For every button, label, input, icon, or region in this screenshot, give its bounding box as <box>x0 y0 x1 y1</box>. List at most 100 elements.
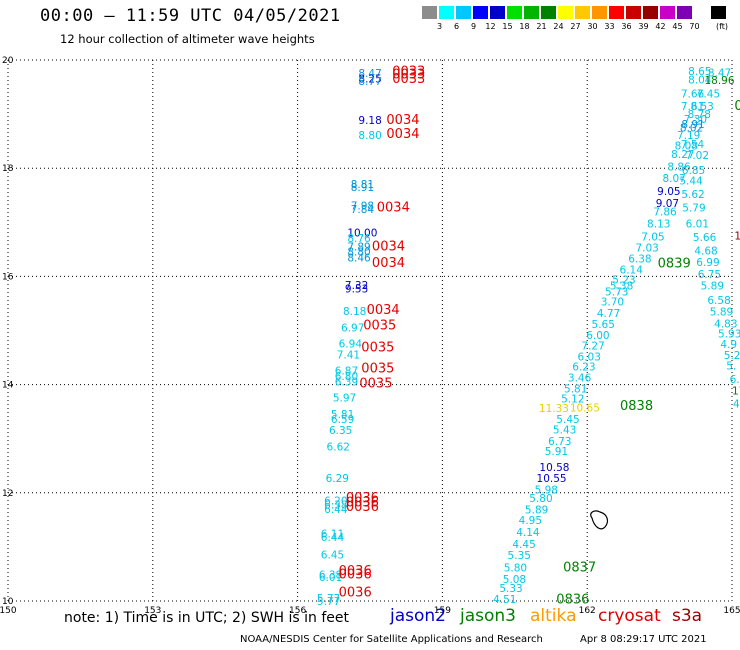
wave-height-label: 6.97 <box>341 322 364 334</box>
pass-time-label: 0839 <box>658 256 691 271</box>
y-tick-label: 10 <box>2 597 14 607</box>
wave-height-label: 9.05 <box>657 186 680 198</box>
pass-time-label: 0838 <box>620 399 653 414</box>
wave-height-label: 11.33 <box>539 403 569 415</box>
wave-height-label: 7.45 <box>697 89 720 101</box>
wave-height-label: 5.45 <box>556 414 579 426</box>
wave-height-label: 7.86 <box>653 206 677 218</box>
legend-cryosat: cryosat <box>598 606 661 626</box>
x-tick-label: 156 <box>289 606 306 616</box>
colorbar-label: 27 <box>570 22 581 31</box>
wave-height-label: 8.53 <box>690 101 713 113</box>
colorbar-label: 36 <box>621 22 632 31</box>
wave-height-label: 8.08 <box>675 140 698 152</box>
colorbar-swatch <box>422 6 437 19</box>
pass-time-label: 0033 <box>392 68 425 83</box>
wave-height-label: 8.91 <box>681 119 704 131</box>
pass-time-label: 0034 <box>386 127 419 142</box>
wave-height-label: 6.23 <box>572 362 595 374</box>
wave-height-label: 6.73 <box>548 436 571 448</box>
wave-height-label: 7.32 <box>345 280 368 292</box>
colorbar-swatch <box>558 6 573 19</box>
wave-height-label: 5.65 <box>592 319 615 331</box>
colorbar-label: 12 <box>485 22 496 31</box>
wave-height-label: 5.81 <box>564 383 587 395</box>
legend-s3a: s3a <box>672 606 703 626</box>
y-tick-label: 18 <box>2 164 14 174</box>
colorbar-swatch <box>524 6 539 19</box>
wave-height-label: 5.80 <box>529 493 552 505</box>
colorbar-swatch <box>660 6 675 19</box>
wave-height-label: 8.77 <box>358 76 381 88</box>
wave-height-label: 8.04 <box>688 74 712 86</box>
pass-time-label: 0036 <box>339 567 372 582</box>
colorbar-label: 33 <box>604 22 615 31</box>
wave-height-label: 4.68 <box>694 245 717 257</box>
wave-height-label: 18.96 <box>704 75 734 87</box>
colorbar-swatch <box>439 6 454 19</box>
wave-height-label: 8.07 <box>662 173 685 185</box>
wave-height-label: 5. <box>726 361 736 373</box>
wave-height-label: 7.19 <box>677 130 700 142</box>
wave-height-label: 5.62 <box>681 189 704 201</box>
wave-height-label: 7.27 <box>581 341 604 353</box>
wave-height-label: 8.46 <box>347 252 371 264</box>
wave-height-label: 6.62 <box>327 441 350 453</box>
credit-text: NOAA/NESDIS Center for Satellite Applica… <box>240 634 543 645</box>
wave-height-label: 5.89 <box>701 281 724 293</box>
colorbar-label: 24 <box>553 22 564 31</box>
wave-height-label: 10.00 <box>347 228 377 240</box>
wave-height-label: 3.70 <box>601 296 624 308</box>
pass-time-label: 0033 <box>392 64 425 79</box>
wave-height-label: 8.81 <box>351 179 374 191</box>
wave-height-label: 5.81 <box>331 409 354 421</box>
wave-height-label: 6.11 <box>321 528 344 540</box>
colorbar-swatch <box>677 6 692 19</box>
wave-height-label: 6.38 <box>324 500 347 512</box>
wave-height-label: 9.07 <box>656 198 679 210</box>
wave-height-label: 4.95 <box>519 515 542 527</box>
wave-height-label: 17 <box>732 386 740 398</box>
wave-height-label: 5.2 <box>724 350 740 362</box>
wave-height-label: 7.66 <box>681 89 705 101</box>
footer-note: note: 1) Time is in UTC; 2) SWH is in fe… <box>64 610 350 626</box>
wave-height-label: 5.23 <box>612 275 635 287</box>
wave-height-label: 8.78 <box>688 109 711 121</box>
wave-height-label: 5.77 <box>317 593 340 605</box>
pass-time-label: 0034 <box>372 240 405 255</box>
colorbar-swatch <box>609 6 624 19</box>
wave-height-label: 5.38 <box>610 281 633 293</box>
y-tick-label: 12 <box>2 489 13 499</box>
colorbar-label: 45 <box>672 22 683 31</box>
wave-height-label: 6.01 <box>686 218 709 230</box>
wave-height-label: 8.18 <box>343 306 366 318</box>
colorbar-swatch <box>575 6 590 19</box>
colorbar-label: 15 <box>502 22 513 31</box>
colorbar-label: 30 <box>587 22 598 31</box>
colorbar-swatch <box>456 6 471 19</box>
wave-height-label: 6.35 <box>329 425 352 437</box>
wave-height-label: 7.98 <box>351 201 374 213</box>
colorbar-label: 9 <box>470 22 477 31</box>
legend-altika: altika <box>530 606 577 626</box>
wave-height-label: 5.44 <box>679 176 703 188</box>
colorbar-swatch <box>592 6 607 19</box>
wave-height-label: 6.29 <box>326 473 349 485</box>
x-tick-label: 165 <box>723 606 740 616</box>
wave-height-label: 5.89 <box>525 505 548 517</box>
x-tick-label: 162 <box>579 606 596 616</box>
wave-height-label: 8.80 <box>347 247 370 259</box>
wave-height-label: 6.03 <box>578 351 601 363</box>
legend-jason3: jason3 <box>460 606 516 626</box>
pass-time-label: 0035 <box>361 340 394 355</box>
wave-height-label: 5.43 <box>553 425 576 437</box>
wave-height-label: 3.46 <box>568 373 592 385</box>
colorbar-swatch <box>626 6 641 19</box>
colorbar-unit: (ft) <box>716 22 729 31</box>
wave-height-label: 6.38 <box>628 254 651 266</box>
wave-height-label: 4. <box>733 399 740 411</box>
wave-height-label: 5.12 <box>561 394 584 406</box>
wave-height-label: 7.54 <box>681 139 705 151</box>
wave-height-label: 7.61 <box>681 101 704 113</box>
